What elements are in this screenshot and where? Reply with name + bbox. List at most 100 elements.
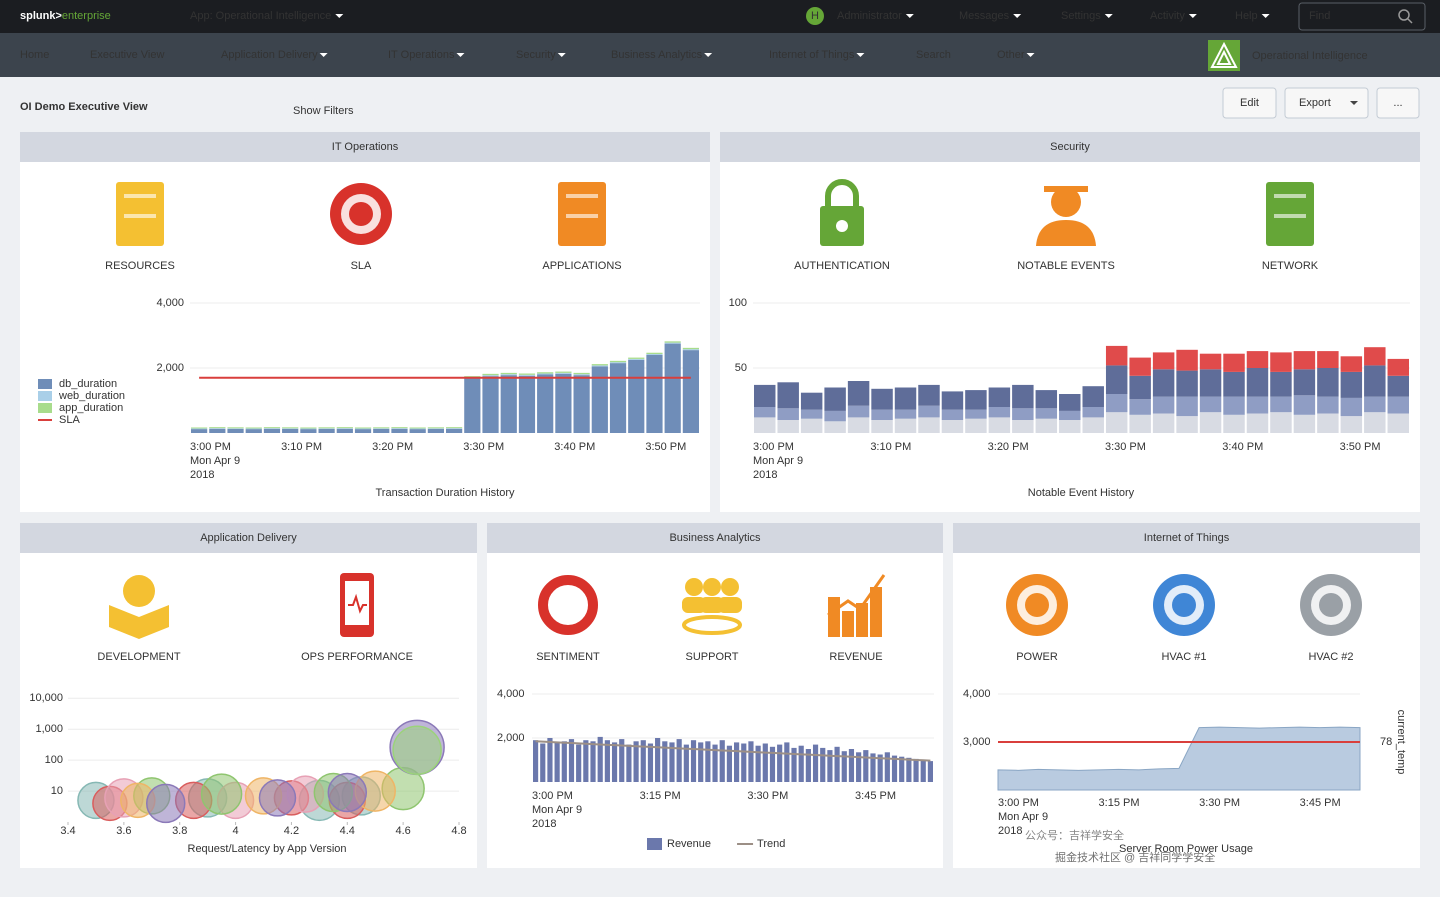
nav-item[interactable]: Security — [516, 49, 556, 61]
bar — [609, 362, 627, 364]
bar — [191, 428, 208, 430]
header-button[interactable] — [1376, 87, 1420, 119]
bar — [533, 740, 539, 782]
icon-label[interactable]: SUPPORT — [686, 651, 739, 663]
bar — [518, 373, 536, 375]
icon-label[interactable]: SENTIMENT — [536, 651, 600, 663]
bar — [664, 343, 681, 433]
bar — [734, 742, 740, 782]
top-menu[interactable]: Administrator — [837, 10, 902, 22]
icon — [820, 179, 864, 246]
chart-title: Server Room Power Usage — [1119, 843, 1253, 855]
bar — [690, 740, 697, 782]
bar — [1176, 370, 1198, 397]
nav-item[interactable]: Business Analytics — [611, 49, 703, 61]
x-tick-label: 3:50 PM — [645, 441, 686, 453]
bar — [741, 743, 747, 782]
icon-label[interactable]: RESOURCES — [105, 260, 175, 272]
caret — [704, 53, 713, 57]
y-tick-label: 10 — [51, 785, 63, 797]
bar — [336, 428, 353, 433]
bar — [655, 738, 661, 782]
icon-label[interactable]: OPS PERFORMANCE — [301, 651, 413, 663]
bar — [682, 347, 699, 350]
nav-item[interactable]: IT Operations — [388, 49, 455, 61]
icon-label[interactable]: HVAC #1 — [1161, 651, 1206, 663]
legend-swatch — [38, 391, 52, 401]
nav-item[interactable]: Executive View — [90, 49, 164, 61]
x-date-label: 2018 — [753, 469, 777, 481]
bar — [1129, 414, 1151, 433]
icon-label[interactable]: APPLICATIONS — [542, 260, 621, 272]
bar — [1199, 396, 1222, 413]
bar — [227, 428, 244, 429]
bar — [1317, 413, 1339, 433]
icon-label[interactable]: POWER — [1016, 651, 1058, 663]
search-box[interactable] — [1298, 2, 1426, 31]
bar — [769, 746, 776, 782]
nav-item[interactable]: Home — [20, 49, 49, 61]
bar — [354, 427, 372, 429]
bar — [841, 751, 847, 782]
button-label: ... — [1393, 97, 1402, 109]
nav-item[interactable]: Other — [997, 49, 1025, 61]
bar — [800, 392, 823, 410]
bar — [482, 376, 499, 433]
bar — [263, 428, 281, 433]
x-date-label: 2018 — [532, 818, 556, 830]
caret — [905, 14, 914, 18]
top-menu[interactable]: Activity — [1150, 10, 1185, 22]
bar — [1129, 375, 1151, 400]
header-button[interactable] — [1222, 87, 1277, 119]
bar — [646, 355, 663, 433]
bar — [941, 420, 964, 433]
bar — [263, 427, 281, 429]
icon-part — [1044, 186, 1088, 192]
icon-label[interactable]: AUTHENTICATION — [794, 260, 890, 272]
top-menu[interactable]: Settings — [1061, 10, 1101, 22]
bar — [824, 410, 846, 422]
icon-label[interactable]: NETWORK — [1262, 260, 1319, 272]
top-menu[interactable]: Messages — [959, 10, 1010, 22]
bar — [555, 372, 572, 374]
bar — [988, 407, 1011, 418]
caret — [557, 53, 566, 57]
bar — [918, 405, 940, 418]
bar — [633, 741, 639, 782]
bar — [871, 420, 893, 433]
icon-label[interactable]: DEVELOPMENT — [97, 651, 180, 663]
top-menu[interactable]: Help — [1235, 10, 1258, 22]
x-date-label: Mon Apr 9 — [753, 455, 803, 467]
header-button[interactable] — [1284, 87, 1369, 119]
nav-item[interactable]: Search — [916, 49, 951, 61]
icon-label[interactable]: REVENUE — [829, 651, 882, 663]
bar — [1223, 396, 1245, 415]
bar — [777, 744, 783, 782]
show-filters[interactable]: Show Filters — [293, 105, 354, 117]
bar — [1387, 358, 1409, 376]
bar — [540, 743, 546, 782]
bar — [300, 427, 317, 429]
icon-part — [566, 214, 598, 218]
nav-item[interactable]: Internet of Things — [769, 49, 855, 61]
icon-part — [538, 575, 598, 635]
bar — [537, 373, 554, 375]
icon-label[interactable]: SLA — [351, 260, 372, 272]
bar — [500, 374, 517, 376]
bar — [1340, 416, 1363, 433]
x-tick-label: 3:40 PM — [1222, 441, 1263, 453]
bar — [500, 375, 517, 433]
bar — [1129, 399, 1151, 415]
icon-label[interactable]: HVAC #2 — [1308, 651, 1353, 663]
y-tick-label: 4,000 — [156, 297, 184, 309]
icon — [1006, 574, 1068, 636]
icon-label[interactable]: NOTABLE EVENTS — [1017, 260, 1115, 272]
bar — [300, 428, 317, 430]
app-menu[interactable]: App: Operational Intelligence — [190, 10, 331, 22]
bar — [518, 375, 536, 433]
bar — [646, 352, 663, 355]
nav-item[interactable]: Application Delivery — [221, 49, 318, 61]
icon-part — [700, 597, 724, 613]
icon — [1153, 574, 1215, 636]
top-bar — [0, 0, 1440, 33]
